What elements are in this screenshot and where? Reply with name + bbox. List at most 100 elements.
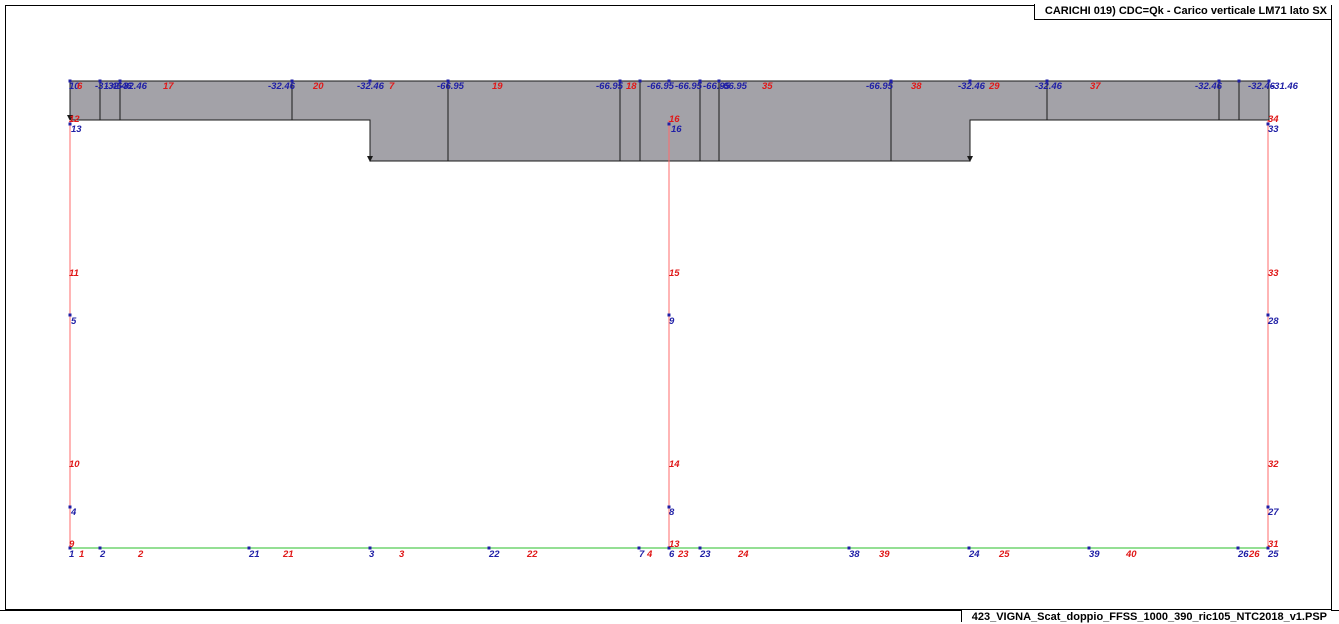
element-label: 40 bbox=[1125, 549, 1137, 560]
node-dot bbox=[847, 546, 851, 550]
load-distribution bbox=[67, 80, 1270, 162]
node-label: 9 bbox=[669, 316, 675, 327]
node-label: 6 bbox=[669, 549, 675, 560]
load-value-label: -32.46 bbox=[120, 81, 148, 92]
node-dot bbox=[1237, 79, 1241, 83]
node-label: 21 bbox=[248, 549, 260, 560]
node-dot bbox=[667, 122, 671, 126]
element-label: 29 bbox=[988, 81, 1000, 92]
element-label: 34 bbox=[1268, 114, 1279, 125]
element-label: 15 bbox=[669, 268, 680, 279]
element-label: 17 bbox=[163, 81, 174, 92]
node-dot bbox=[68, 79, 72, 83]
node-dot bbox=[98, 546, 102, 550]
node-label: 16 bbox=[671, 124, 682, 135]
node-dot bbox=[638, 79, 642, 83]
node-dot bbox=[1217, 79, 1221, 83]
node-label: 10 bbox=[69, 81, 80, 92]
node-dot bbox=[698, 79, 702, 83]
drawing-frame bbox=[5, 5, 1332, 610]
node-label: 1 bbox=[69, 549, 74, 560]
node-dot bbox=[698, 546, 702, 550]
load-value-label: -66.95 bbox=[647, 81, 675, 92]
element-label: 16 bbox=[669, 114, 680, 125]
node-dot bbox=[1045, 79, 1049, 83]
element-label: 23 bbox=[677, 549, 689, 560]
element-label: 33 bbox=[1268, 268, 1279, 279]
load-value-label: -66.95 bbox=[675, 81, 703, 92]
load-value-label: -66.95 bbox=[596, 81, 624, 92]
node-dot bbox=[368, 79, 372, 83]
node-dot bbox=[290, 79, 294, 83]
element-label: 22 bbox=[526, 549, 538, 560]
element-label: 19 bbox=[492, 81, 503, 92]
node-dot bbox=[118, 79, 122, 83]
node-dot bbox=[889, 79, 893, 83]
columns bbox=[69, 120, 1269, 548]
node-label: 13 bbox=[71, 124, 82, 135]
node-dot bbox=[446, 79, 450, 83]
node-label: 38 bbox=[849, 549, 860, 560]
node-label: 2 bbox=[99, 549, 106, 560]
node-dot bbox=[68, 122, 72, 126]
load-value-label: -66.95 bbox=[866, 81, 894, 92]
node-markers bbox=[68, 79, 1271, 550]
element-label: 18 bbox=[626, 81, 637, 92]
node-label: 22 bbox=[488, 549, 500, 560]
element-label: 6 bbox=[77, 81, 83, 92]
node-dot bbox=[667, 546, 671, 550]
node-label: 24 bbox=[968, 549, 980, 560]
node-dot bbox=[1266, 122, 1270, 126]
node-label: 25 bbox=[1267, 549, 1279, 560]
element-label: 1 bbox=[79, 549, 84, 560]
load-value-label: -66.95 bbox=[703, 81, 731, 92]
element-label: 39 bbox=[879, 549, 890, 560]
node-label: 23 bbox=[699, 549, 711, 560]
element-label: 24 bbox=[737, 549, 749, 560]
node-dot bbox=[1266, 505, 1270, 509]
element-label: 21 bbox=[282, 549, 294, 560]
element-label: 31 bbox=[1268, 539, 1279, 550]
element-label: 7 bbox=[389, 81, 395, 92]
load-value-label: -31.46 bbox=[95, 81, 123, 92]
node-label: 7 bbox=[639, 549, 645, 560]
element-label: 2 bbox=[137, 549, 144, 560]
element-label: 32 bbox=[1268, 459, 1279, 470]
element-label: 37 bbox=[1090, 81, 1101, 92]
element-label: 3 bbox=[399, 549, 405, 560]
load-value-label: -32.46 bbox=[357, 81, 385, 92]
node-dot bbox=[68, 546, 72, 550]
element-label: 4 bbox=[646, 549, 653, 560]
element-label: 38 bbox=[911, 81, 922, 92]
node-label: 27 bbox=[1267, 507, 1279, 518]
load-value-label: -32.46 bbox=[958, 81, 986, 92]
node-label: 28 bbox=[1267, 316, 1279, 327]
node-dot bbox=[98, 79, 102, 83]
element-label: 9 bbox=[69, 539, 75, 550]
bottom-rule bbox=[0, 610, 1339, 611]
node-dot bbox=[1236, 546, 1240, 550]
node-dot bbox=[637, 546, 641, 550]
load-value-label: -32.46 bbox=[268, 81, 296, 92]
node-dot bbox=[1087, 546, 1091, 550]
load-case-title: CARICHI 019) CDC=Qk - Carico verticale L… bbox=[1033, 4, 1331, 20]
load-value-label: -32.46 bbox=[1248, 81, 1276, 92]
element-label: 12 bbox=[69, 114, 80, 125]
element-label: 10 bbox=[69, 459, 80, 470]
node-dot bbox=[667, 505, 671, 509]
node-dot bbox=[667, 313, 671, 317]
load-value-label: -66.95 bbox=[437, 81, 465, 92]
load-value-label: -32.46 bbox=[1195, 81, 1223, 92]
load-value-labels: -31.46-32.46-32.46 -32.46 -32.46 -66.95 -66.… bbox=[95, 81, 1299, 92]
element-label: 11 bbox=[69, 268, 79, 279]
element-label: 14 bbox=[669, 459, 680, 470]
node-dot bbox=[667, 79, 671, 83]
node-dot bbox=[968, 79, 972, 83]
load-dividers bbox=[99, 81, 1240, 161]
node-dot bbox=[368, 546, 372, 550]
node-dot bbox=[618, 79, 622, 83]
node-label: 4 bbox=[70, 507, 77, 518]
element-label: 26 bbox=[1248, 549, 1260, 560]
